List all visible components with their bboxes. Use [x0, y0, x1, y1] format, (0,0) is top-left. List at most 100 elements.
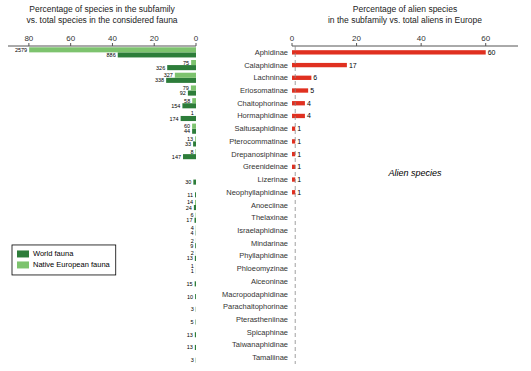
bar	[292, 127, 295, 131]
bar	[195, 111, 196, 116]
y-tick-label: Saltusaphidinae	[235, 124, 288, 133]
data-label: 1	[297, 138, 301, 145]
x-tick	[70, 43, 71, 46]
x-tick-label: 40	[108, 34, 117, 43]
data-label: 4	[307, 100, 311, 107]
x-tick-label: 60	[481, 34, 490, 43]
count-label: 1	[191, 110, 194, 116]
bar	[292, 343, 293, 347]
data-label: 1	[297, 125, 301, 132]
bar	[192, 129, 196, 134]
bar	[191, 60, 196, 65]
y-tick-label: Tamaliinae	[252, 353, 288, 362]
bar	[292, 292, 293, 296]
count-label: 174	[169, 116, 178, 122]
y-tick-label: Neophyllaphidinae	[226, 188, 288, 197]
x-axis-line	[292, 46, 518, 47]
x-tick-label: 0	[290, 34, 295, 43]
x-tick	[28, 43, 29, 46]
x-tick-label: 20	[352, 34, 361, 43]
bar	[196, 289, 197, 294]
x-tick-label: 40	[417, 34, 426, 43]
x-tick-label: 20	[150, 34, 159, 43]
bar	[292, 305, 293, 309]
y-tick-label: Thelaxinae	[251, 213, 288, 222]
x-tick-label: 0	[194, 34, 199, 43]
y-tick-label: Phloeomyzinae	[237, 264, 288, 273]
bar	[195, 192, 196, 197]
count-label: 4	[191, 225, 194, 231]
x-axis-line	[8, 46, 196, 47]
y-tick-label: Mindarinae	[251, 239, 288, 248]
bar	[195, 200, 196, 205]
bar	[195, 238, 196, 243]
bar	[196, 187, 197, 192]
bar	[196, 302, 197, 307]
bar	[292, 228, 293, 232]
bar	[195, 213, 196, 218]
data-label: 17	[349, 62, 357, 69]
bar	[195, 225, 196, 230]
bar	[195, 269, 196, 274]
title-line: in the subfamily vs. total aliens in Eur…	[328, 15, 482, 25]
bar	[195, 230, 196, 235]
background	[0, 0, 531, 371]
y-tick-label: Drepanosiphinae	[231, 150, 288, 159]
y-tick-label: Parachaitophorinae	[223, 302, 288, 311]
bar	[292, 266, 293, 270]
bar	[292, 203, 293, 207]
x-tick	[356, 43, 357, 46]
y-tick-label: Pterastheniinae	[236, 315, 288, 324]
bar	[195, 243, 196, 248]
legend-swatch	[17, 261, 29, 268]
y-tick-label: Eriosomatinae	[240, 86, 288, 95]
bar	[292, 50, 486, 54]
bar	[194, 218, 196, 223]
bar	[195, 307, 196, 312]
bar	[183, 154, 196, 159]
count-label: 75	[183, 60, 189, 66]
bar	[195, 319, 196, 324]
bar	[182, 103, 196, 108]
bar	[188, 91, 196, 96]
chart: Percentage of species in the subfamilyvs…	[0, 0, 531, 371]
bar	[195, 332, 196, 337]
count-label: 3	[191, 357, 194, 363]
y-tick-label: Phyllaphidinae	[239, 251, 288, 260]
bar	[196, 162, 197, 167]
bars	[292, 46, 486, 364]
bar	[292, 177, 295, 181]
bar	[166, 78, 196, 83]
y-tick-label: Calaphidinae	[244, 61, 288, 70]
count-label: 1	[191, 263, 194, 269]
count-label: 147	[172, 154, 181, 160]
bar	[292, 101, 305, 105]
legend-label: Native European fauna	[33, 260, 111, 269]
bar	[292, 355, 293, 359]
bar	[195, 264, 196, 269]
x-tick-label: 80	[24, 34, 33, 43]
count-label: 8	[190, 149, 193, 155]
bar	[292, 241, 293, 245]
bar	[292, 88, 308, 92]
count-label: 326	[156, 65, 165, 71]
count-label: 6	[191, 212, 194, 218]
bar	[196, 340, 197, 345]
y-tick-label: Lizerinae	[258, 175, 288, 184]
data-label: 1	[297, 163, 301, 170]
bar	[194, 205, 196, 210]
count-label: 2	[191, 238, 194, 244]
bar	[195, 149, 196, 154]
bar	[292, 279, 293, 283]
legend-box	[12, 245, 116, 275]
y-tick-label: Israelaphidinae	[237, 226, 288, 235]
bar	[195, 345, 196, 350]
bar	[292, 190, 295, 194]
y-tick-label: Aiceoninae	[251, 277, 288, 286]
count-label: 10	[187, 294, 193, 300]
bar	[196, 167, 197, 172]
title: Percentage of alien speciesin the subfam…	[328, 4, 482, 25]
x-tick-label: 60	[66, 34, 75, 43]
x-tick	[292, 43, 293, 46]
count-label: 154	[171, 103, 180, 109]
